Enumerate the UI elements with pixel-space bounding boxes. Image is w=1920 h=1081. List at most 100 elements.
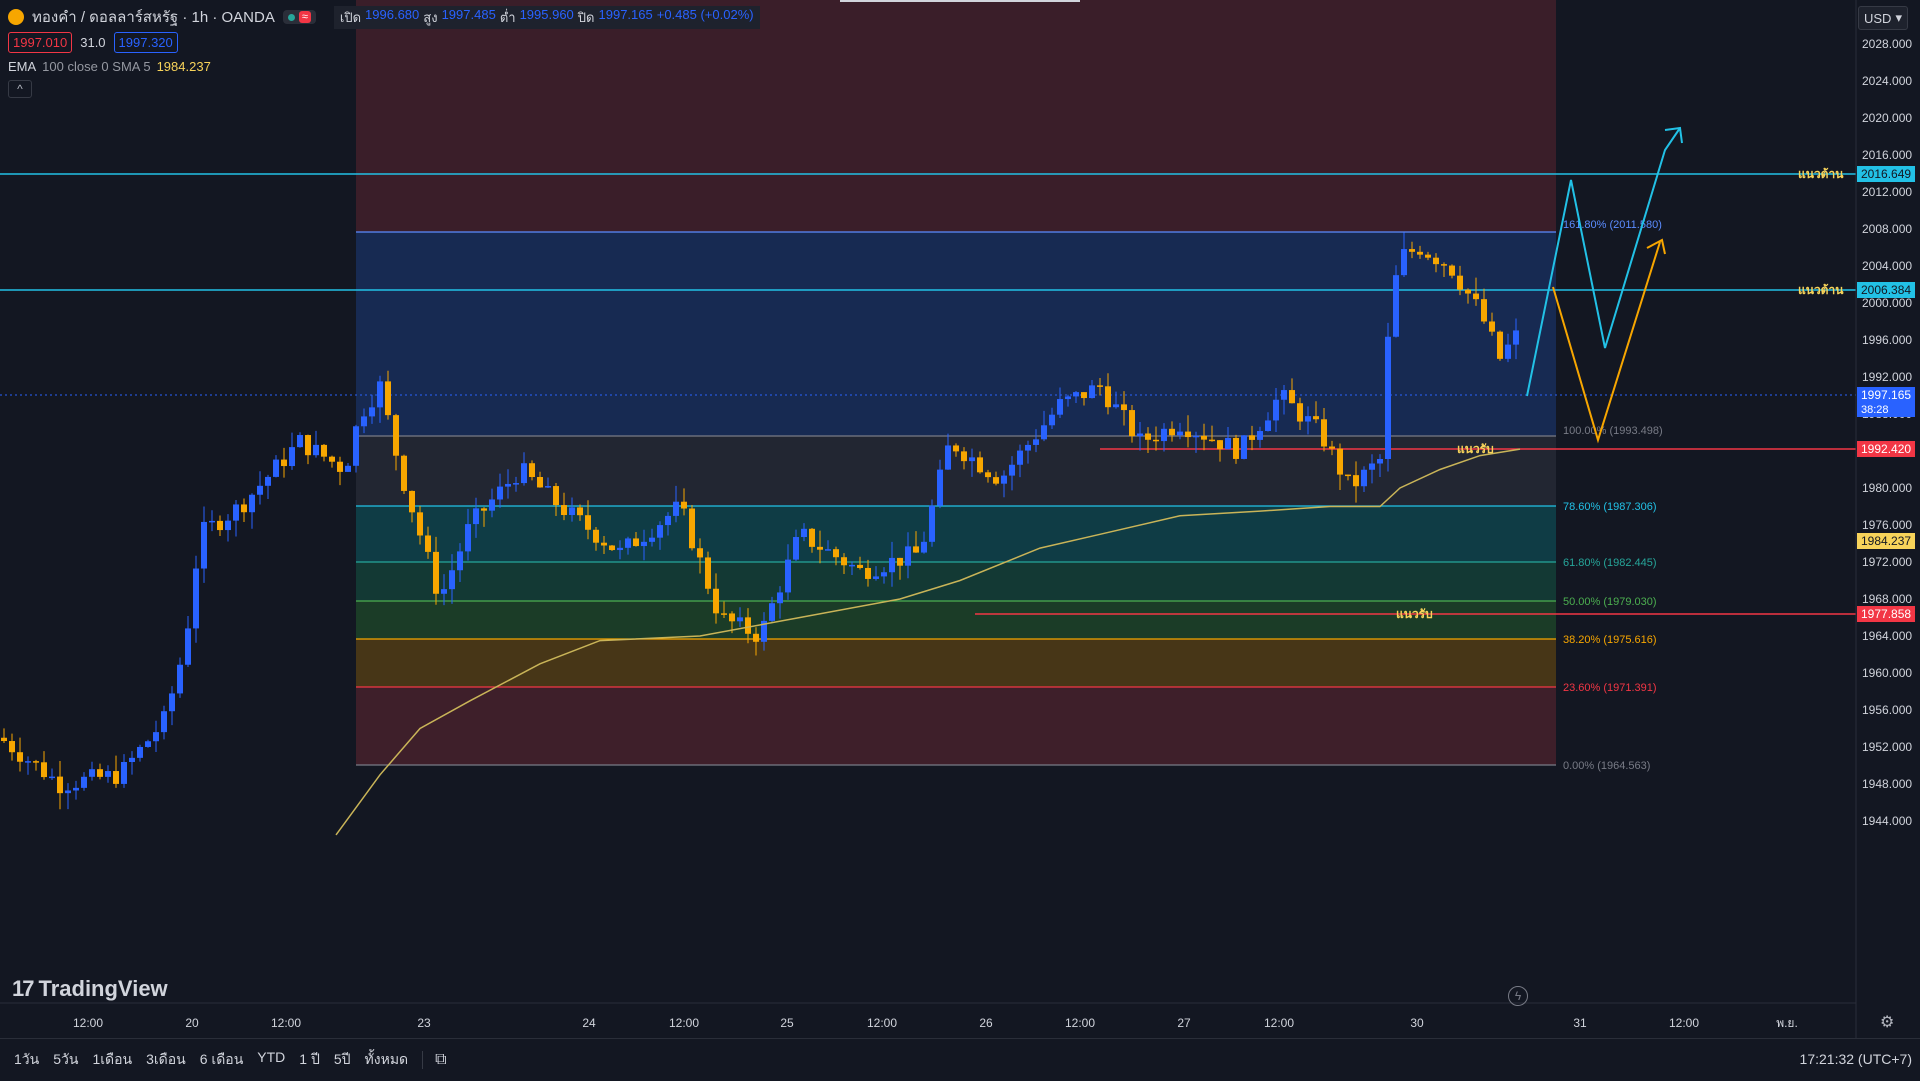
- candle-body: [865, 567, 871, 579]
- lightning-icon[interactable]: ϟ: [1508, 986, 1528, 1006]
- candle-body: [1481, 299, 1487, 322]
- date-range-buttons: 1วัน 5วัน 1เดือน 3เดือน 6 เดือน YTD 1 ปี 5ปี ทั้…: [0, 1049, 408, 1071]
- price-axis[interactable]: 2028.000 2024.000 2020.000 2016.000 2012.000…: [1862, 37, 1912, 828]
- time-tick-label: 12:00: [1669, 1016, 1699, 1030]
- gear-icon[interactable]: ⚙: [1880, 1014, 1895, 1031]
- price-label-ema: 1984.237: [1857, 533, 1915, 549]
- range-button[interactable]: 1เดือน: [92, 1051, 133, 1067]
- candle-body: [73, 787, 79, 791]
- time-tick-label: 24: [582, 1016, 596, 1030]
- candle-body: [1433, 257, 1439, 265]
- candle-body: [473, 508, 479, 525]
- candle-body: [169, 693, 175, 712]
- candle-body: [785, 559, 791, 593]
- tradingview-watermark[interactable]: 17 TradingView: [12, 976, 168, 1002]
- candle-body: [449, 570, 455, 590]
- time-tick-label: 26: [979, 1016, 993, 1030]
- buy-button[interactable]: 1997.320: [113, 32, 178, 53]
- candle-body: [1145, 433, 1151, 440]
- candle-body: [257, 485, 263, 495]
- time-tick-label: 12:00: [669, 1016, 699, 1030]
- price-tick-label: 1948.000: [1862, 777, 1912, 791]
- fib-zone-161: [356, 232, 1556, 436]
- price-tick-label: 2016.000: [1862, 148, 1912, 162]
- candle-body: [729, 613, 735, 622]
- range-button[interactable]: YTD: [257, 1049, 286, 1065]
- svg-text:1984.237: 1984.237: [1861, 534, 1911, 548]
- range-button[interactable]: 5ปี: [333, 1051, 351, 1067]
- low-value: 1995.960: [519, 6, 574, 22]
- candle-body: [1425, 254, 1431, 258]
- candle-body: [641, 541, 647, 547]
- candle-body: [609, 545, 615, 551]
- price-tick-label: 2028.000: [1862, 37, 1912, 51]
- projection-path-cyan[interactable]: [1526, 127, 1681, 397]
- candle-body: [977, 457, 983, 473]
- projection-arrowhead-orange: [1646, 238, 1666, 255]
- projection-path-orange[interactable]: [1552, 241, 1661, 444]
- candle-body: [377, 381, 383, 408]
- time-axis[interactable]: 12:00 20 12:00 23 24 12:00 25 12:00 26 12:00 27 12:…: [73, 1016, 1798, 1030]
- candle-body: [1049, 414, 1055, 426]
- candle-body: [1161, 428, 1167, 442]
- range-button[interactable]: ทั้งหมด: [364, 1051, 409, 1067]
- price-tick-label: 1952.000: [1862, 740, 1912, 754]
- candle-body: [1081, 392, 1087, 399]
- candle-body: [529, 463, 535, 477]
- candle-body: [1393, 275, 1399, 337]
- range-button[interactable]: 1 ปี: [299, 1051, 320, 1067]
- candle-body: [185, 628, 191, 665]
- time-tick-label: 12:00: [73, 1016, 103, 1030]
- fib-zone-786: [356, 506, 1556, 562]
- market-status[interactable]: ≈: [282, 10, 316, 24]
- candle-body: [1497, 331, 1503, 359]
- calendar-goto-icon[interactable]: ⧉: [435, 1051, 447, 1068]
- candle-body: [945, 445, 951, 470]
- candle-body: [1105, 386, 1111, 408]
- range-button[interactable]: 5วัน: [53, 1051, 79, 1067]
- ema-name: EMA: [8, 59, 37, 74]
- candle-body: [1345, 474, 1351, 477]
- range-button[interactable]: 3เดือน: [146, 1051, 186, 1067]
- candle-body: [1121, 404, 1127, 411]
- candle-body: [593, 529, 599, 543]
- candle-body: [9, 741, 15, 753]
- ema-legend[interactable]: EMA 100 close 0 SMA 5 1984.237: [8, 59, 760, 74]
- fib-zone-top: [356, 0, 1556, 232]
- tradingview-logo-icon: 17: [12, 976, 35, 1001]
- candle-body: [1041, 425, 1047, 440]
- candle-body: [753, 633, 759, 642]
- candle-body: [1281, 390, 1287, 400]
- candle-body: [993, 477, 999, 484]
- candle-body: [921, 541, 927, 553]
- range-button[interactable]: 6 เดือน: [199, 1051, 244, 1067]
- fib-level-label: 100.00% (1993.498): [1563, 425, 1663, 437]
- currency-selector[interactable]: USD ▾: [1858, 6, 1908, 30]
- candle-body: [1185, 431, 1191, 438]
- currency-label: USD: [1864, 10, 1892, 26]
- symbol-title[interactable]: ทองคำ / ดอลลาร์สหรัฐ · 1h · OANDA: [32, 9, 275, 26]
- candle-body: [97, 769, 103, 777]
- range-button[interactable]: 1วัน: [14, 1051, 40, 1067]
- candle-body: [289, 447, 295, 467]
- candle-body: [1033, 439, 1039, 445]
- candle-body: [1473, 293, 1479, 300]
- clock-timezone[interactable]: 17:21:32 (UTC+7): [1799, 1051, 1912, 1067]
- candle-body: [177, 664, 183, 694]
- candle-body: [1409, 249, 1415, 252]
- candle-body: [281, 459, 287, 467]
- candle-body: [425, 535, 431, 552]
- svg-text:38:28: 38:28: [1861, 404, 1889, 416]
- candle-body: [41, 762, 47, 778]
- sell-button[interactable]: 1997.010: [8, 32, 73, 53]
- candle-body: [1449, 265, 1455, 276]
- candle-body: [209, 520, 215, 523]
- candle-body: [737, 617, 743, 622]
- candle-body: [1057, 399, 1063, 415]
- candle-body: [305, 435, 311, 456]
- collapse-legend-button[interactable]: ^: [8, 80, 32, 98]
- candle-body: [657, 525, 663, 538]
- svg-text:2016.649: 2016.649: [1861, 167, 1911, 181]
- fib-level-label: 78.60% (1987.306): [1563, 501, 1657, 513]
